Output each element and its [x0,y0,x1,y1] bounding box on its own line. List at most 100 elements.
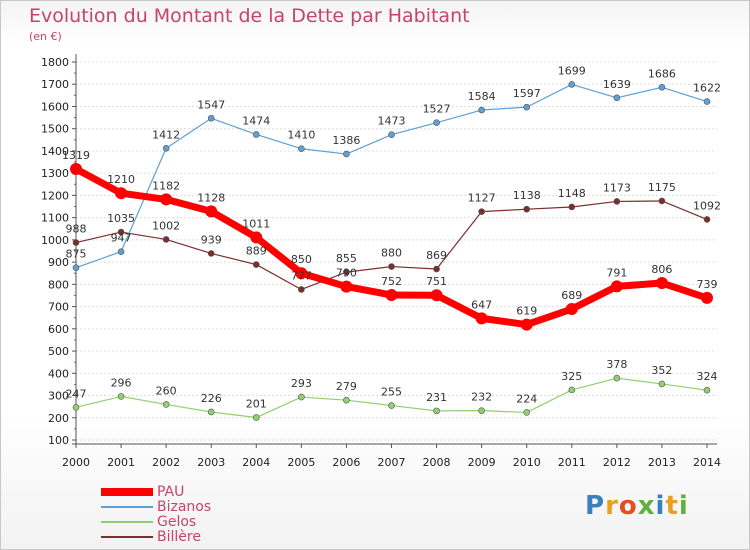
chart-title: Evolution du Montant de la Dette par Hab… [29,5,470,27]
x-tick-label: 2003 [197,456,225,469]
x-tick-label: 2012 [603,456,631,469]
data-point-gelos [207,408,215,416]
data-point-pau [160,193,173,206]
y-tick-label: 600 [48,323,69,336]
y-tick-label: 300 [48,390,69,403]
grid-lines [76,61,717,441]
data-point-billere [298,286,305,293]
data-label-bizanos: 1473 [378,115,406,128]
y-tick-label: 400 [48,367,69,380]
y-tick-label: 1300 [41,167,69,180]
data-point-gelos [252,414,260,421]
x-tick-label: 2000 [62,456,90,469]
data-label-bizanos: 1622 [693,82,721,95]
data-label-billere: 1092 [693,199,721,212]
legend-swatch [101,506,153,508]
data-label-billere: 1138 [513,189,541,202]
logo-letter: i [678,491,689,521]
data-label-gelos: 325 [561,370,582,383]
data-label-billere: 1173 [603,181,631,194]
y-tick-label: 1800 [41,56,69,69]
data-label-gelos: 231 [426,391,447,404]
data-label-billere: 939 [201,233,222,246]
x-tick-label: 2013 [648,456,676,469]
data-label-pau: 751 [426,275,447,288]
data-point-billere [207,250,215,257]
legend-label: Billère [157,529,201,545]
data-point-bizanos [568,81,576,88]
data-label-bizanos: 1584 [468,90,496,103]
data-point-gelos [388,402,395,409]
data-label-pau: 739 [697,278,718,291]
data-label-bizanos: 1410 [287,129,315,142]
data-label-billere: 777 [291,269,312,282]
data-label-pau: 791 [606,266,627,279]
data-point-billere [658,197,666,205]
x-tick-label: 2002 [152,456,180,469]
data-label-pau: 752 [381,275,402,288]
data-point-bizanos [343,150,350,158]
data-label-bizanos: 1474 [242,114,270,127]
data-point-pau [520,318,533,331]
x-tick-label: 2007 [378,456,406,469]
data-point-bizanos [658,84,666,91]
x-tick-label: 2010 [513,456,541,469]
x-tick-label: 2006 [332,456,360,469]
data-point-pau [295,267,308,280]
y-tick-label: 800 [48,278,69,291]
data-label-gelos: 293 [291,377,312,390]
data-label-gelos: 279 [336,380,357,393]
data-label-billere: 880 [381,247,402,260]
data-point-bizanos [613,94,621,102]
x-tick-label: 2014 [693,456,721,469]
legend-swatch [101,536,153,538]
data-point-bizanos [433,119,440,127]
data-label-billere: 1002 [152,219,180,232]
y-tick-label: 200 [48,412,69,425]
data-point-gelos [343,396,350,404]
legend-swatch [101,488,153,496]
data-point-pau [701,291,713,304]
data-point-gelos [298,393,305,401]
data-point-bizanos [162,144,170,152]
data-label-gelos: 232 [471,391,492,404]
logo-letter: i [655,491,666,521]
data-point-billere [613,198,621,205]
data-point-billere [388,263,395,270]
data-point-gelos [613,374,621,382]
series-pau [70,162,713,331]
data-point-gelos [433,407,440,415]
data-point-pau [430,289,443,302]
data-point-billere [568,203,576,211]
data-point-billere [252,261,260,268]
data-label-billere: 855 [336,252,357,265]
y-tick-label: 1500 [41,123,69,136]
series-gelos [72,374,711,421]
proxiti-logo: Proxiti [585,491,689,521]
y-tick-label: 700 [48,301,69,314]
data-label-bizanos: 1547 [197,98,225,111]
legend-label: PAU [157,484,185,500]
y-tick-label: 100 [48,434,69,447]
data-point-pau [610,280,623,293]
data-label-pau: 647 [471,298,492,311]
data-point-pau [565,303,578,316]
data-labels: 247 296 260 226 201 293 279 255 231 232 224 325 378 3… [62,64,721,410]
data-label-gelos: 224 [516,392,537,405]
data-label-pau: 1319 [62,149,90,162]
legend-swatch [101,521,153,523]
data-label-pau: 1182 [152,179,180,192]
series-bizanos [72,81,711,271]
y-tick-label: 1400 [41,145,69,158]
chart-unit-label: (en €) [29,30,62,43]
y-tick-label: 500 [48,345,69,358]
data-label-pau: 850 [291,253,312,266]
data-label-pau: 1011 [242,217,270,230]
x-tick-label: 2011 [558,456,586,469]
data-point-bizanos [388,131,395,139]
data-point-billere [117,228,125,236]
legend-label: Bizanos [157,499,212,515]
data-point-billere [433,265,440,273]
series-billere [72,197,711,293]
data-label-gelos: 226 [201,392,222,405]
